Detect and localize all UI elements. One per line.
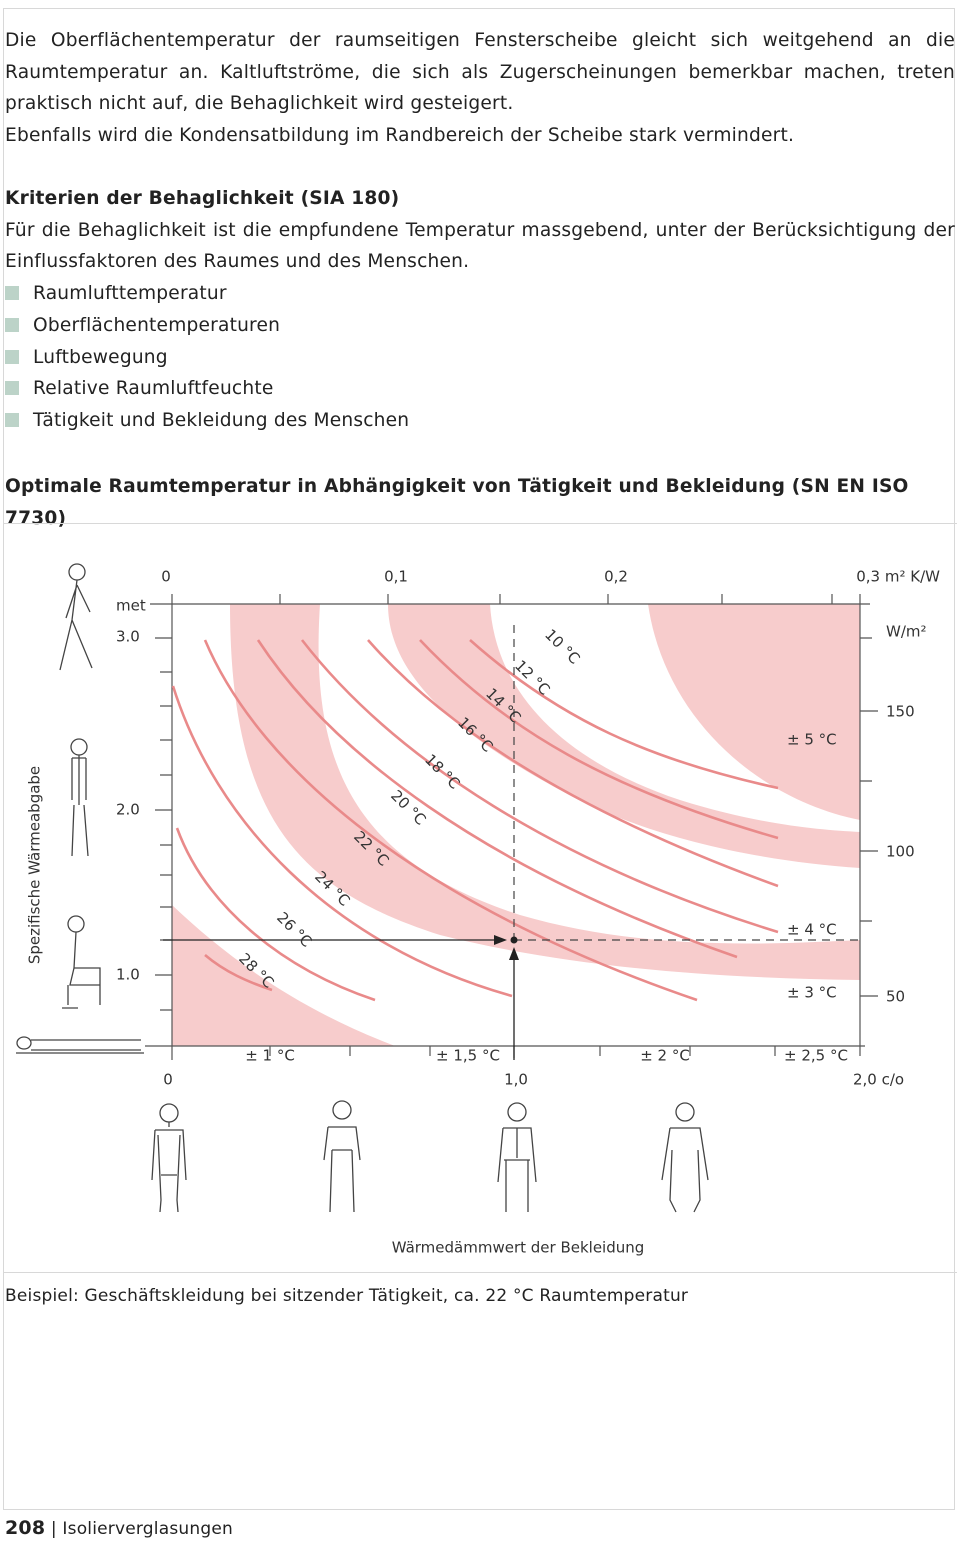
tick-marks <box>155 594 878 1058</box>
wm2-label: W/m² <box>886 623 927 641</box>
top-tick-label: 0,3 m² K/W <box>856 568 940 586</box>
isotherms <box>171 639 779 1002</box>
tolerance-label: ± 1,5 °C <box>436 1047 500 1065</box>
paragraph: Die Oberflächentemperatur der raumseitig… <box>5 30 955 115</box>
met-label: met <box>116 597 146 615</box>
tolerance-band <box>648 604 860 820</box>
page-frame <box>3 8 955 1510</box>
list: Raumlufttemperatur Oberflächentemperatur… <box>5 278 955 437</box>
isotherm-curve <box>171 685 513 998</box>
bottom-tick-label: 2,0 c/o <box>853 1071 904 1089</box>
paragraph: Ebenfalls wird die Kondensatbildung im R… <box>5 125 795 147</box>
heading: Kriterien der Behaglichkeit (SIA 180) <box>5 188 400 209</box>
isotherm-curve <box>203 639 698 1002</box>
list-item: Relative Raumluftfeuchte <box>5 373 955 405</box>
arrow-head <box>494 935 507 945</box>
activity-icons <box>16 563 144 1054</box>
isotherm-label: 18 °C <box>421 750 463 792</box>
list-item: Raumlufttemperatur <box>5 278 955 310</box>
top-tick-label: 0,1 <box>384 568 408 586</box>
list-item: Luftbewegung <box>5 342 955 374</box>
isotherm-label: 10 °C <box>541 625 583 667</box>
isotherm-curve <box>300 639 779 934</box>
isotherm-curve <box>419 639 779 840</box>
wm2-tick-label: 50 <box>886 988 905 1006</box>
bottom-tick-label: 1,0 <box>504 1071 528 1089</box>
tolerance-label: ± 2,5 °C <box>784 1047 848 1065</box>
wm2-tick-label: 100 <box>886 843 915 861</box>
isotherm-curve <box>469 639 779 790</box>
met-tick-label: 2.0 <box>116 801 140 819</box>
isotherm-curve <box>175 827 376 1002</box>
top-tick-label: 0 <box>161 568 171 586</box>
x-axis-title: Wärmedämmwert der Bekleidung <box>392 1239 645 1257</box>
example-point <box>510 936 518 944</box>
tolerance-label: ± 1 °C <box>245 1047 295 1065</box>
clothing-icons <box>151 1100 709 1213</box>
tolerance-label: ± 5 °C <box>787 731 837 749</box>
tolerance-band <box>230 604 860 980</box>
met-tick-label: 1.0 <box>116 966 140 984</box>
intro: Die Oberflächentemperatur der raumseitig… <box>5 25 955 152</box>
paragraph: Für die Behaglichkeit ist die empfundene… <box>5 219 955 273</box>
criteria: Kriterien der Behaglichkeit (SIA 180) Fü… <box>5 183 955 437</box>
bottom-tick-label: 0 <box>163 1071 173 1089</box>
example-note: Beispiel: Geschäftskleidung bei sitzende… <box>5 1286 689 1306</box>
isotherm-curve <box>204 954 273 992</box>
tolerance-label: ± 2 °C <box>640 1047 690 1065</box>
tolerance-label: ± 4 °C <box>787 921 837 939</box>
isotherm-curve <box>256 639 738 959</box>
isotherm-label: 26 °C <box>273 908 315 950</box>
section-name: Isolierverglasungen <box>62 1519 233 1539</box>
page-number: 208 <box>5 1517 46 1539</box>
list-item: Oberflächentemperaturen <box>5 310 955 342</box>
divider <box>3 1272 957 1273</box>
isotherm-curve <box>367 639 779 888</box>
arrow-head <box>509 947 519 960</box>
tolerance-band <box>172 905 395 1046</box>
y-axis-title: Spezifische Wärmeabgabe <box>26 766 44 964</box>
wm2-tick-label: 150 <box>886 703 915 721</box>
top-tick-label: 0,2 <box>604 568 628 586</box>
separator: | <box>50 1519 57 1539</box>
footer: 208 | Isolierverglasungen <box>5 1513 955 1546</box>
list-item: Tätigkeit und Bekleidung des Menschen <box>5 405 955 437</box>
tolerance-label: ± 3 °C <box>787 984 837 1002</box>
met-tick-label: 3.0 <box>116 628 140 646</box>
divider <box>3 523 957 524</box>
